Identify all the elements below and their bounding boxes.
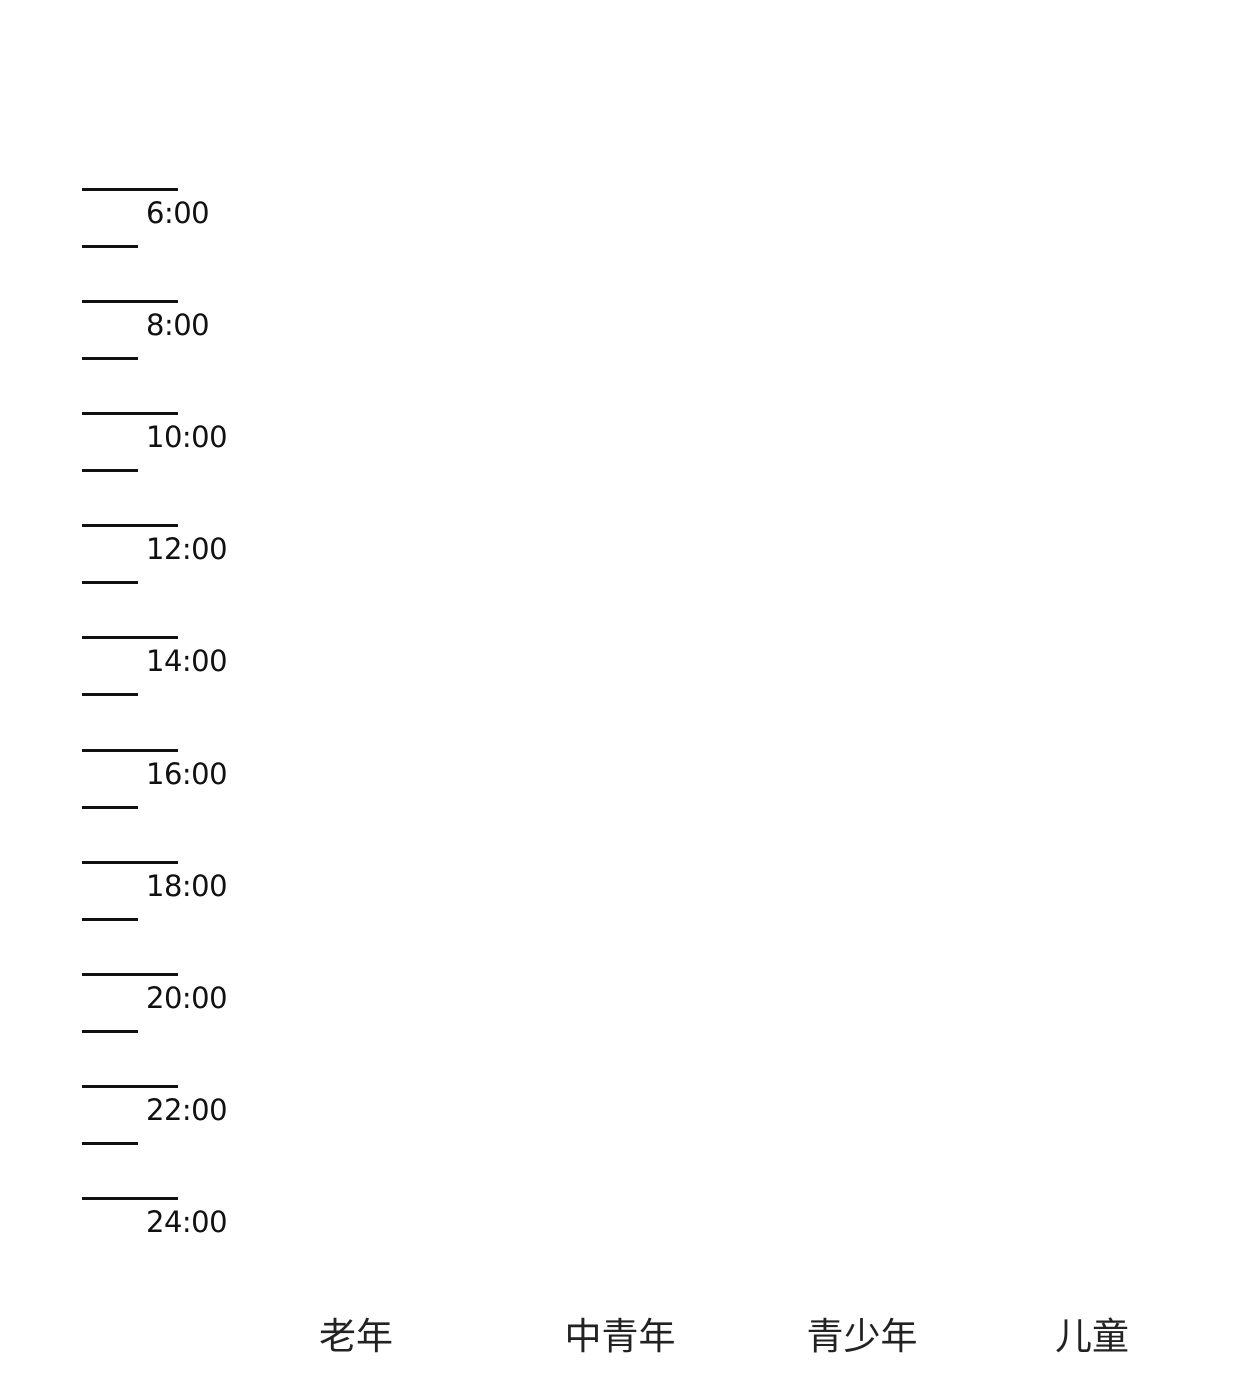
time-label: 12:00 (146, 532, 228, 566)
major-tick (82, 1085, 178, 1088)
time-label: 16:00 (146, 757, 228, 791)
category-label: 儿童 (1055, 1315, 1129, 1358)
time-label: 6:00 (146, 196, 210, 230)
time-label: 18:00 (146, 869, 228, 903)
time-label: 10:00 (146, 420, 228, 454)
minor-tick (82, 469, 138, 472)
major-tick (82, 861, 178, 864)
time-label: 24:00 (146, 1205, 228, 1239)
time-label: 8:00 (146, 308, 210, 342)
major-tick (82, 300, 178, 303)
minor-tick (82, 806, 138, 809)
major-tick (82, 973, 178, 976)
major-tick (82, 749, 178, 752)
minor-tick (82, 1142, 138, 1145)
minor-tick (82, 581, 138, 584)
minor-tick (82, 245, 138, 248)
time-label: 14:00 (146, 644, 228, 678)
category-label: 青少年 (806, 1315, 918, 1358)
major-tick (82, 1197, 178, 1200)
minor-tick (82, 357, 138, 360)
time-label: 22:00 (146, 1093, 228, 1127)
major-tick (82, 524, 178, 527)
category-label: 老年 (319, 1315, 393, 1358)
category-label: 中青年 (564, 1315, 676, 1358)
major-tick (82, 636, 178, 639)
time-label: 20:00 (146, 981, 228, 1015)
minor-tick (82, 1030, 138, 1033)
minor-tick (82, 918, 138, 921)
minor-tick (82, 693, 138, 696)
major-tick (82, 412, 178, 415)
major-tick (82, 188, 178, 191)
